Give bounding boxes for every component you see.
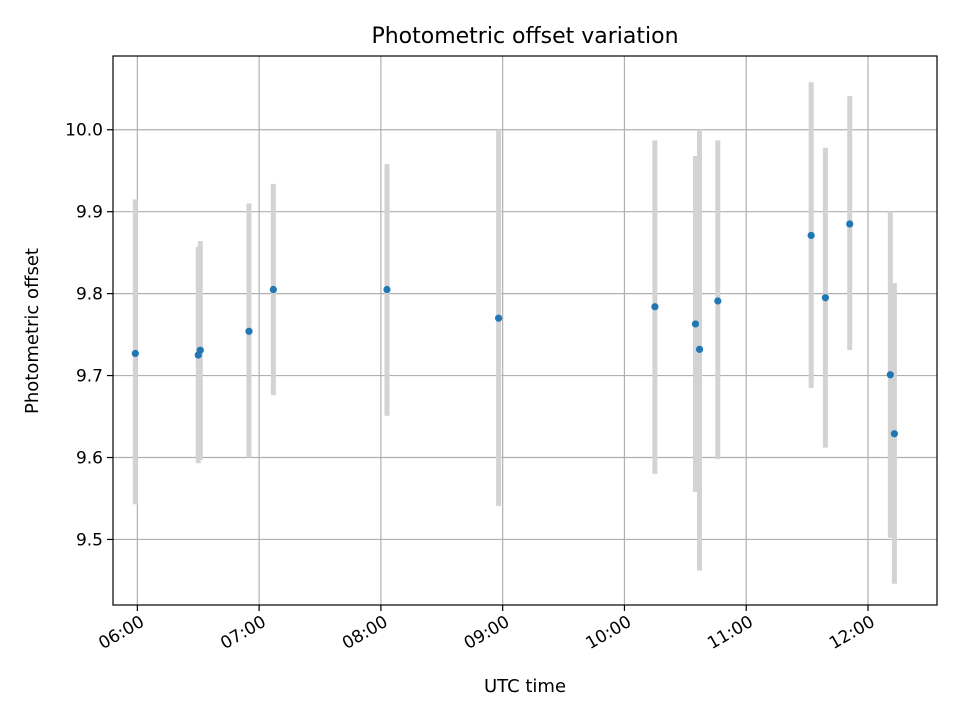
data-point — [695, 345, 704, 353]
y-tick-label: 9.6 — [76, 449, 103, 469]
data-point — [691, 320, 700, 328]
data-point — [495, 314, 503, 322]
data-point — [196, 346, 204, 354]
data-point — [886, 371, 894, 379]
data-point — [846, 220, 854, 228]
y-tick-label: 10.0 — [65, 121, 103, 141]
x-axis-label: UTC time — [484, 676, 566, 697]
y-tick-label: 9.5 — [76, 530, 103, 550]
y-axis-label: Photometric offset — [22, 248, 43, 414]
data-point — [131, 349, 139, 358]
data-point-layer — [131, 220, 898, 438]
plot-area-frame — [112, 55, 938, 606]
y-axis-ticks: 9.5 9.6 9.7 9.8 9.9 10.0 — [65, 121, 113, 550]
data-point — [245, 327, 253, 335]
data-point — [890, 430, 898, 438]
y-tick-label: 9.9 — [76, 203, 103, 223]
data-point — [821, 294, 829, 302]
data-point — [269, 285, 277, 294]
y-tick-label: 9.7 — [76, 367, 103, 387]
data-point — [807, 231, 815, 240]
y-tick-label: 9.8 — [76, 285, 103, 305]
data-point — [383, 285, 391, 294]
chart-title: Photometric offset variation — [371, 24, 678, 49]
data-point — [714, 297, 722, 305]
data-point — [651, 303, 659, 311]
